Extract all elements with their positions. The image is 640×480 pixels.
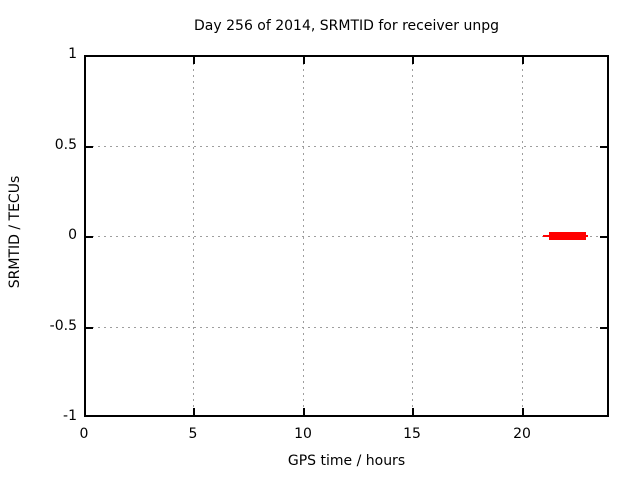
x-tick-bottom: [522, 408, 524, 415]
y-gridline: [86, 146, 607, 147]
x-tick-bottom: [303, 408, 305, 415]
y-tick-label: 1: [68, 46, 77, 62]
y-tick-right: [600, 236, 607, 238]
x-tick-top: [522, 57, 524, 64]
x-tick-bottom: [412, 408, 414, 415]
x-tick-top: [193, 57, 195, 64]
y-tick-label: -1: [63, 408, 77, 424]
y-tick-right: [600, 146, 607, 148]
y-tick-left: [86, 236, 93, 238]
y-tick-label: 0: [68, 227, 77, 243]
chart-title: Day 256 of 2014, SRMTID for receiver unp…: [194, 18, 499, 34]
x-tick-label: 10: [294, 426, 312, 442]
x-tick-label: 15: [403, 426, 421, 442]
y-gridline: [86, 327, 607, 328]
x-tick-label: 20: [513, 426, 531, 442]
x-axis-label: GPS time / hours: [287, 453, 406, 469]
y-tick-left: [86, 327, 93, 329]
x-tick-top: [303, 57, 305, 64]
data-series-segment: [549, 232, 586, 240]
y-gridline: [86, 236, 607, 237]
y-tick-left: [86, 146, 93, 148]
plot-area: [84, 55, 609, 417]
x-tick-label: 5: [188, 426, 198, 442]
y-tick-label: -0.5: [49, 318, 77, 334]
y-tick-label: 0.5: [54, 137, 77, 153]
x-tick-top: [412, 57, 414, 64]
x-tick-bottom: [193, 408, 195, 415]
y-tick-right: [600, 327, 607, 329]
x-tick-label: 0: [79, 426, 89, 442]
